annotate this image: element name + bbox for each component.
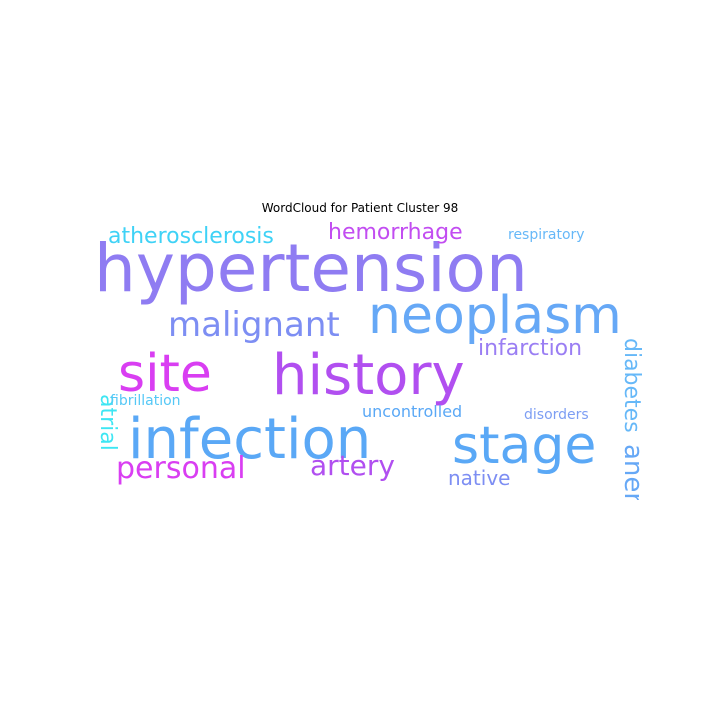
word-hypertension: hypertension [94,230,528,307]
word-cloud: hypertension history infection neoplasm site… [90,218,650,500]
word-infection: infection [128,407,372,472]
word-site: site [118,344,212,404]
chart-title: WordCloud for Patient Cluster 98 [261,201,459,215]
word-neoplasm: neoplasm [368,286,622,346]
word-hemorrhage: hemorrhage [328,220,463,245]
word-stage: stage [452,416,597,476]
word-atherosclerosis: atherosclerosis [108,224,274,249]
word-uncontrolled: uncontrolled [362,402,463,421]
word-infarction: infarction [478,336,583,361]
word-malignant: malignant [168,305,340,345]
word-native: native [448,466,511,490]
word-anemia: anemia [618,444,648,500]
word-personal: personal [116,451,246,486]
word-history: history [272,343,465,408]
word-diabetes: diabetes [619,338,644,433]
word-fibrillation: fibrillation [110,393,181,409]
word-respiratory: respiratory [508,227,585,243]
word-artery: artery [310,449,395,482]
word-disorders: disorders [524,407,589,423]
